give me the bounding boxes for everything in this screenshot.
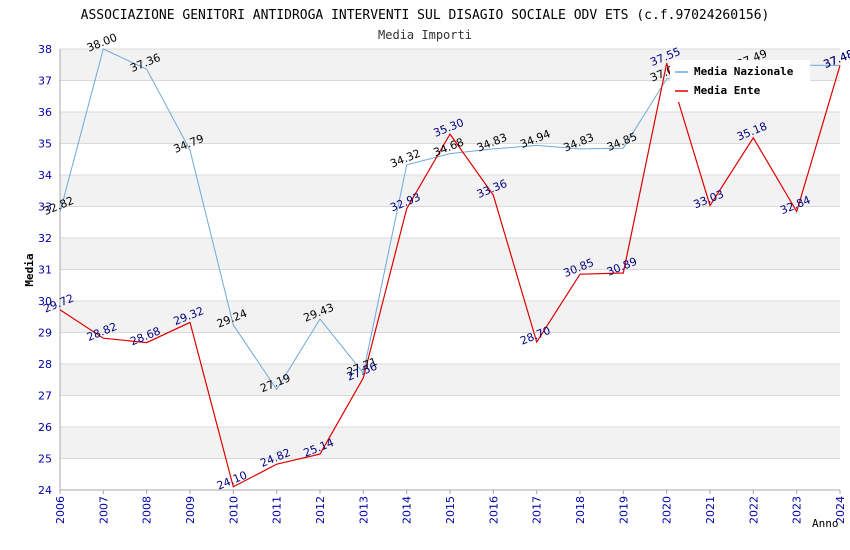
y-tick-label: 30 <box>38 295 52 308</box>
data-label-nazionale: 34.32 <box>388 147 422 171</box>
data-label-ente: 24.10 <box>215 469 249 493</box>
x-tick-label: 2011 <box>271 496 284 524</box>
x-tick-label: 2015 <box>444 496 457 524</box>
x-tick-label: 2013 <box>357 496 370 524</box>
band <box>60 301 840 333</box>
x-tick-label: 2009 <box>184 496 197 524</box>
x-tick-label: 2014 <box>401 496 414 524</box>
x-tick-label: 2006 <box>54 496 67 524</box>
x-tick-label: 2021 <box>704 496 717 524</box>
legend-box <box>670 60 810 102</box>
y-tick-label: 31 <box>38 264 52 277</box>
y-tick-label: 29 <box>38 327 52 340</box>
y-tick-label: 37 <box>38 75 52 88</box>
band <box>60 238 840 270</box>
y-tick-label: 32 <box>38 232 52 245</box>
x-tick-labels: 2006 2007 2008 2009 2010 2011 2012 2013 2014 2015… <box>54 490 847 524</box>
x-tick-label: 2010 <box>227 496 240 524</box>
x-tick-label: 2016 <box>487 496 500 524</box>
legend-label-nazionale: Media Nazionale <box>694 65 794 78</box>
y-tick-label: 35 <box>38 138 52 151</box>
y-tick-labels: 24 25 26 27 28 29 30 31 32 33 34 35 36 37 38 <box>38 43 52 497</box>
x-tick-label: 2023 <box>791 496 804 524</box>
y-tick-label: 28 <box>38 358 52 371</box>
y-tick-label: 33 <box>38 201 52 214</box>
band <box>60 364 840 396</box>
x-tick-label: 2019 <box>617 496 630 524</box>
y-tick-label: 34 <box>38 169 52 182</box>
band <box>60 175 840 207</box>
x-tick-label: 2018 <box>574 496 587 524</box>
y-tick-label: 38 <box>38 43 52 56</box>
x-tick-label: 2020 <box>661 496 674 524</box>
legend-label-ente: Media Ente <box>694 84 761 97</box>
series-line-nazionale <box>59 48 841 391</box>
y-tick-label: 27 <box>38 390 52 403</box>
x-tick-label: 2012 <box>314 496 327 524</box>
band <box>60 112 840 144</box>
x-tick-label: 2008 <box>141 496 154 524</box>
x-axis-label: Anno <box>812 517 839 530</box>
y-tick-label: 25 <box>38 453 52 466</box>
x-tick-label: 2022 <box>747 496 760 524</box>
x-tick-label: 2017 <box>531 496 544 524</box>
x-tick-label: 2024 <box>834 496 847 524</box>
data-label-nazionale: 32.82 <box>42 194 76 218</box>
chart-title: ASSOCIAZIONE GENITORI ANTIDROGA INTERVEN… <box>81 8 770 23</box>
background-bands <box>60 49 840 459</box>
legend: Media Nazionale Media Ente <box>670 60 810 102</box>
y-tick-label: 36 <box>38 106 52 119</box>
chart-subtitle: Media Importi <box>378 28 472 42</box>
series-lines <box>59 48 841 488</box>
y-tick-label: 26 <box>38 421 52 434</box>
y-axis-label: Media <box>23 253 36 286</box>
band <box>60 427 840 459</box>
series-line-ente <box>59 63 841 488</box>
y-tick-label: 24 <box>38 484 52 497</box>
x-tick-label: 2007 <box>97 496 110 524</box>
